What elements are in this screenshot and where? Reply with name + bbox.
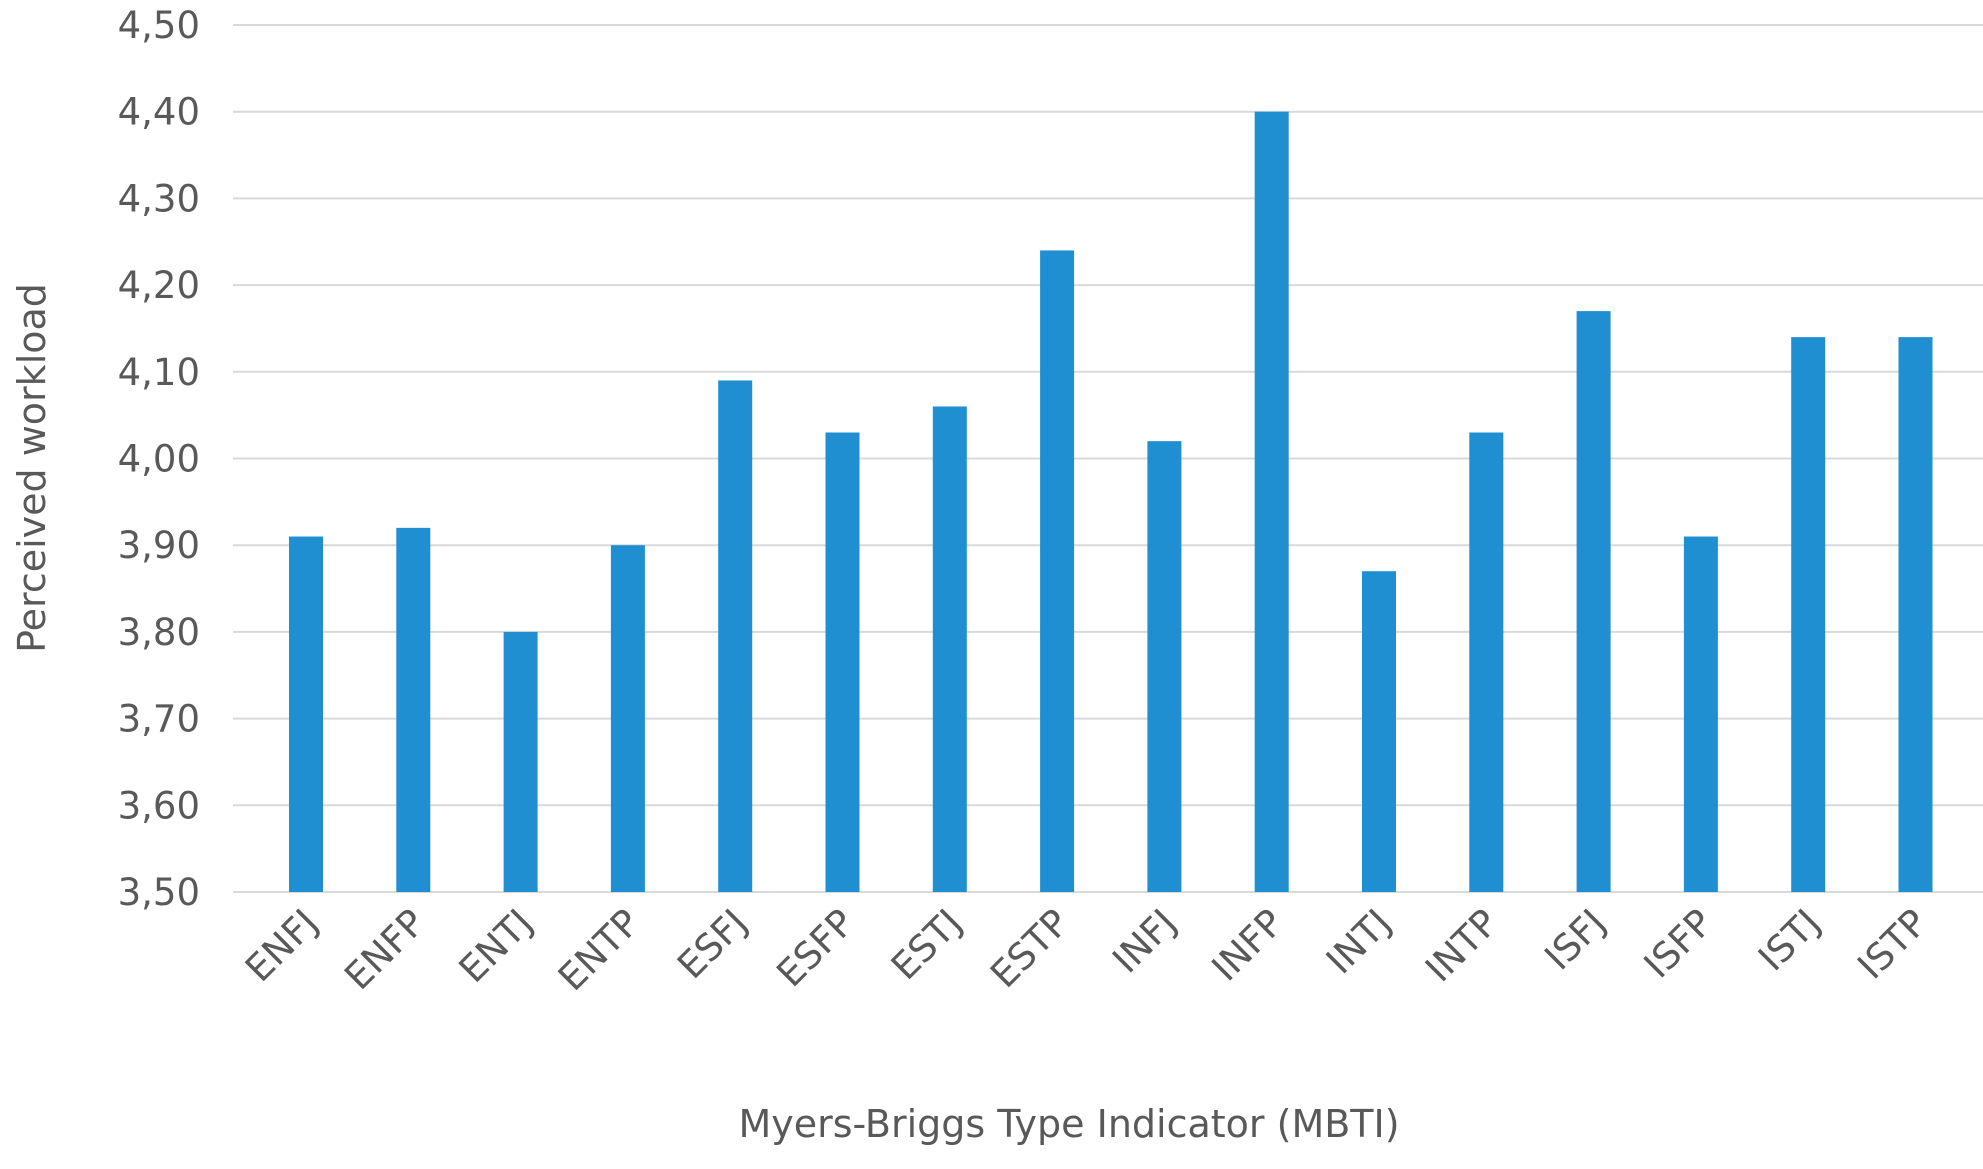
x-tick-label: ESFJ [669, 901, 755, 987]
y-tick-label: 3,50 [118, 871, 200, 914]
y-tick-label: 3,60 [118, 784, 200, 827]
gridlines [233, 24, 1983, 893]
y-tick-label: 4,40 [118, 91, 200, 134]
bar-intp [1469, 432, 1504, 892]
y-tick-label: 3,90 [118, 524, 200, 567]
y-tick-label: 3,80 [118, 611, 200, 654]
bar-entj [503, 631, 538, 892]
y-axis-title: Perceived workload [10, 283, 54, 653]
x-tick-label: INTJ [1318, 901, 1399, 982]
y-axis-tick-labels: 3,50 3,60 3,70 3,80 3,90 4,00 4,10 4,20 4,30 4,40… [118, 4, 200, 914]
x-tick-label: INFJ [1104, 901, 1184, 981]
x-tick-label: ESTJ [883, 901, 970, 988]
x-tick-label: ENTJ [451, 901, 541, 991]
x-tick-label: ISFJ [1536, 901, 1613, 978]
bar-istj [1791, 337, 1826, 892]
y-tick-label: 4,10 [118, 351, 200, 394]
bar-entp [610, 545, 645, 892]
bar-istp [1898, 337, 1933, 892]
x-tick-label: INTP [1417, 901, 1506, 990]
x-tick-label: ENTP [550, 901, 648, 999]
bar-estj [932, 406, 967, 892]
bar-intj [1362, 571, 1396, 892]
x-tick-label: ISFP [1636, 901, 1722, 987]
y-tick-label: 4,50 [118, 4, 200, 47]
bar-infp [1254, 111, 1289, 892]
x-tick-label: ISTJ [1750, 901, 1828, 979]
x-tick-label: ESTP [982, 901, 1077, 996]
y-tick-label: 4,30 [118, 177, 200, 220]
y-tick-label: 3,70 [118, 698, 200, 741]
bars [289, 111, 1933, 893]
x-tick-label: ENFJ [237, 901, 326, 990]
y-tick-label: 4,20 [118, 264, 200, 307]
x-tick-label: INFP [1204, 901, 1293, 990]
bar-enfj [289, 536, 323, 892]
bar-esfj [718, 380, 753, 892]
bar-enfp [396, 527, 431, 892]
y-tick-label: 4,00 [118, 438, 200, 481]
bar-estp [1040, 250, 1075, 893]
x-tick-label: ESFP [768, 901, 862, 995]
x-tick-label: ISTP [1849, 901, 1935, 987]
x-axis-title: Myers-Briggs Type Indicator (MBTI) [738, 1102, 1399, 1146]
bar-esfp [825, 432, 860, 892]
bar-isfp [1683, 536, 1718, 892]
x-tick-label: ENFP [336, 901, 433, 998]
bar-isfj [1576, 311, 1611, 892]
bar-infj [1147, 441, 1182, 892]
x-axis-tick-labels: ENFJ ENFP ENTJ ENTP ESFJ ESFP ESTJ ESTP INFJ INFP… [237, 901, 1936, 999]
